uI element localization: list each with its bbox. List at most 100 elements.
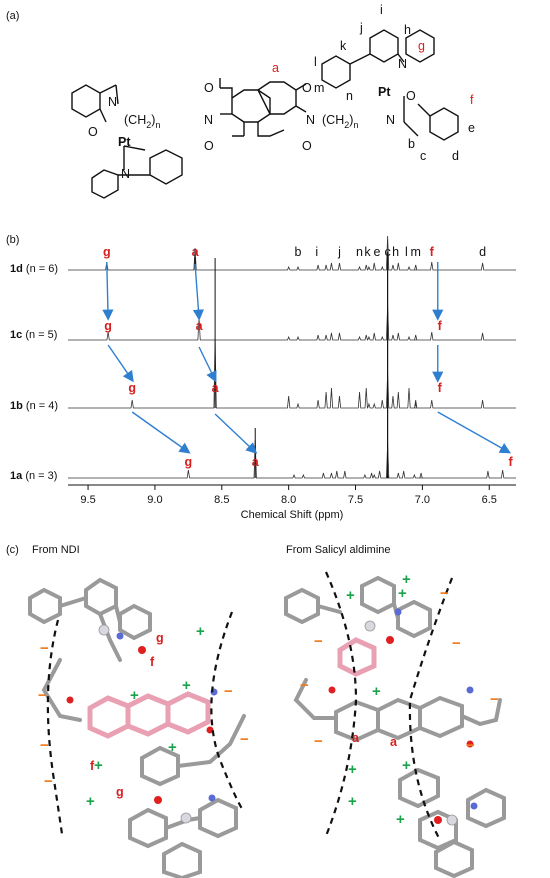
atom-pt-right: Pt — [378, 85, 391, 99]
minus-sign: − — [40, 640, 49, 657]
left-model-labels: g f f g + + + + + + − − − − − − — [38, 623, 249, 810]
top-assignment-g: g — [103, 245, 111, 259]
proton-label-i: i — [380, 3, 383, 17]
row-label-1a: 1a (n = 3) — [10, 470, 57, 482]
spectrum-trace — [68, 337, 516, 409]
x-tick-label: 8.0 — [281, 494, 296, 506]
proton-label-b: b — [408, 137, 415, 151]
top-assignment-e: e — [373, 245, 380, 259]
peak-label-g: g — [128, 381, 136, 395]
peak-label-f: f — [509, 455, 514, 469]
shift-arrow-g — [102, 261, 114, 321]
top-assignment-k: k — [364, 245, 371, 259]
top-assignment-f: f — [430, 245, 435, 259]
row-label-1d: 1d (n = 6) — [10, 263, 58, 275]
model-label-g-bottom: g — [116, 785, 124, 799]
x-tick-label: 6.5 — [482, 494, 497, 506]
row-labels: 1d (n = 6) 1c (n = 5) 1b (n = 4) 1a (n =… — [10, 263, 58, 482]
peak-label-a: a — [212, 381, 220, 395]
atom-n-right: N — [386, 113, 395, 127]
top-assignment-l: l — [405, 245, 408, 259]
linker-left: (CH2)n — [124, 113, 160, 130]
right-model-labels: a a + + + + + + + + − − − − − − − — [300, 571, 499, 828]
proton-label-f: f — [470, 93, 474, 107]
peak-label-a: a — [252, 455, 260, 469]
atom-n-ndi-left: N — [204, 113, 213, 127]
x-tick-label: 9.0 — [147, 494, 162, 506]
panel-label-a: (a) — [6, 10, 19, 22]
atom-n-ndi-right: N — [306, 113, 315, 127]
minus-sign: − — [240, 731, 249, 748]
x-tick-label: 9.5 — [80, 494, 95, 506]
top-assignment-d: d — [479, 245, 486, 259]
proton-label-a: a — [272, 61, 279, 75]
x-axis-title: Chemical Shift (ppm) — [241, 509, 344, 521]
proton-label-m: m — [314, 81, 324, 95]
proton-label-e: e — [468, 121, 475, 135]
proton-label-c: c — [420, 149, 426, 163]
model-label-f-top: f — [150, 655, 155, 669]
plus-sign: + — [346, 587, 355, 604]
top-assignment-b: b — [295, 245, 302, 259]
top-assignment-m: m — [410, 245, 420, 259]
atom-o-ndi-2: O — [204, 139, 214, 153]
model-label-g-top: g — [156, 631, 164, 645]
proton-label-k: k — [340, 39, 347, 53]
plus-sign: + — [196, 623, 205, 640]
left-dashed-boundary-1 — [46, 619, 64, 835]
shift-arrow-g — [107, 344, 134, 383]
shift-arrow-g — [131, 411, 191, 454]
plus-sign: + — [396, 811, 405, 828]
plus-sign: + — [130, 687, 139, 704]
plus-sign: + — [86, 793, 95, 810]
model-label-a-right: a — [390, 735, 398, 749]
linker-right: (CH2)n — [322, 113, 358, 130]
proton-label-h: h — [404, 23, 411, 37]
model-label-f-bottom: f — [90, 759, 95, 773]
top-assignment-j: j — [337, 245, 341, 259]
plus-sign: + — [94, 757, 103, 774]
spectrum-trace — [68, 305, 516, 341]
shift-arrow-a — [214, 413, 258, 454]
atom-o-right: O — [406, 89, 416, 103]
shift-arrow-a — [198, 346, 217, 383]
panel-label-b: (b) — [6, 234, 19, 246]
top-assignments: gabijnkechlmfd — [103, 245, 486, 259]
minus-sign: − — [300, 677, 309, 694]
minus-sign: − — [466, 737, 475, 754]
structure-labels: N O Pt N (CH2)n N O O O O N (CH2)n N Pt … — [88, 3, 475, 181]
spectrum-trace — [68, 235, 516, 271]
x-tick-label: 7.0 — [415, 494, 430, 506]
top-assignment-i: i — [315, 245, 318, 259]
plus-sign: + — [168, 739, 177, 756]
peak-label-g: g — [104, 319, 112, 333]
atom-n-right-py: N — [398, 57, 407, 71]
proton-label-d: d — [452, 149, 459, 163]
plus-sign: + — [402, 571, 411, 588]
minus-sign: − — [224, 683, 233, 700]
atom-pt-left: Pt — [118, 135, 131, 149]
peak-label-f: f — [438, 319, 443, 333]
minus-sign: − — [440, 585, 449, 602]
row-label-1c: 1c (n = 5) — [10, 329, 57, 341]
x-axis: 9.5 9.0 8.5 8.0 7.5 7.0 6.5 Chemical Shift (pp… — [68, 484, 516, 521]
nmr-spectra — [68, 235, 516, 479]
minus-sign: − — [40, 737, 49, 754]
atom-o-ndi-3: O — [302, 81, 312, 95]
shift-arrow-f — [437, 411, 512, 454]
spectrum-trace — [68, 439, 516, 479]
minus-sign: − — [314, 633, 323, 650]
atom-n-left: N — [108, 95, 117, 109]
atom-o-left: O — [88, 125, 98, 139]
minus-sign: − — [490, 691, 499, 708]
left-dashed-boundary-2 — [210, 611, 245, 813]
row-label-1b: 1b (n = 4) — [10, 400, 58, 412]
chemical-structure — [71, 29, 459, 199]
x-tick-label: 7.5 — [348, 494, 363, 506]
minus-sign: − — [44, 773, 53, 790]
plus-sign: + — [348, 761, 357, 778]
minus-sign: − — [38, 687, 47, 704]
left-crystal-model — [28, 577, 246, 878]
shift-arrows — [102, 261, 512, 454]
